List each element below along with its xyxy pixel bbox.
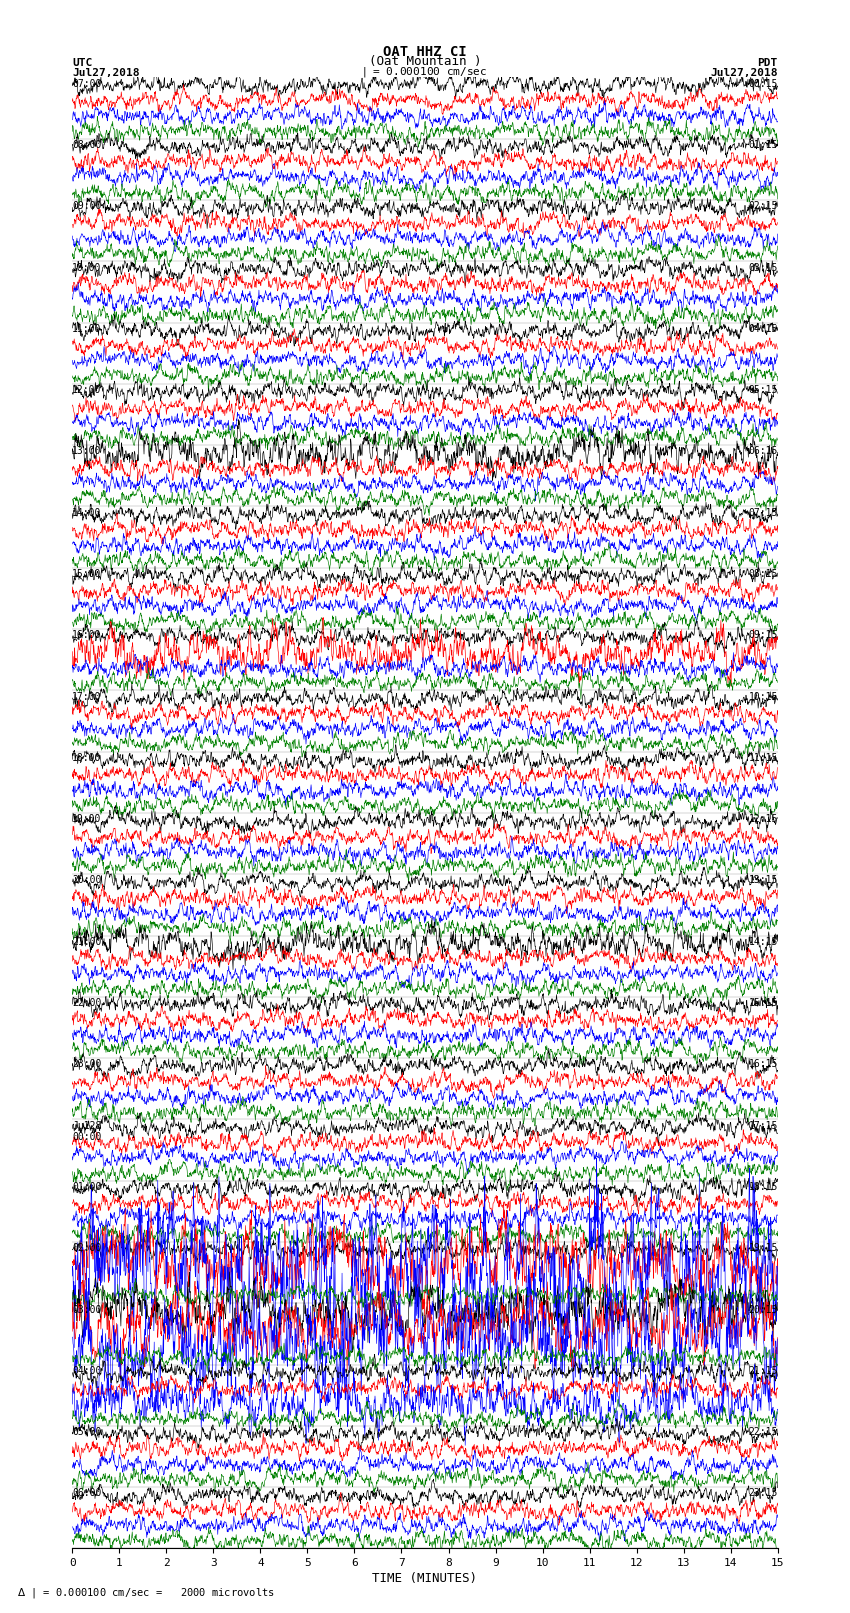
Text: 04:00: 04:00 [72, 1366, 102, 1376]
Text: 13:00: 13:00 [72, 447, 102, 456]
Text: 05:00: 05:00 [72, 1428, 102, 1437]
Text: 09:15: 09:15 [748, 631, 778, 640]
Text: 11:15: 11:15 [748, 753, 778, 763]
Text: 10:15: 10:15 [748, 692, 778, 702]
Text: 05:15: 05:15 [748, 386, 778, 395]
Text: 13:15: 13:15 [748, 876, 778, 886]
Text: Ju128
00:00: Ju128 00:00 [72, 1121, 102, 1142]
Text: 03:00: 03:00 [72, 1305, 102, 1315]
Text: 18:15: 18:15 [748, 1182, 778, 1192]
Text: 11:00: 11:00 [72, 324, 102, 334]
Text: 12:00: 12:00 [72, 386, 102, 395]
Text: 16:15: 16:15 [748, 1060, 778, 1069]
Text: UTC: UTC [72, 58, 93, 68]
Text: 19:15: 19:15 [748, 1244, 778, 1253]
Text: 15:00: 15:00 [72, 569, 102, 579]
Text: 07:00: 07:00 [72, 79, 102, 89]
X-axis label: TIME (MINUTES): TIME (MINUTES) [372, 1573, 478, 1586]
Text: PDT: PDT [757, 58, 778, 68]
Text: 14:15: 14:15 [748, 937, 778, 947]
Text: 03:15: 03:15 [748, 263, 778, 273]
Text: 20:00: 20:00 [72, 876, 102, 886]
Text: 21:15: 21:15 [748, 1366, 778, 1376]
Text: $|$ = 0.000100 cm/sec: $|$ = 0.000100 cm/sec [362, 65, 488, 79]
Text: 17:15: 17:15 [748, 1121, 778, 1131]
Text: 04:15: 04:15 [748, 324, 778, 334]
Text: Jul27,2018: Jul27,2018 [711, 68, 778, 77]
Text: 01:15: 01:15 [748, 140, 778, 150]
Text: 16:00: 16:00 [72, 631, 102, 640]
Text: 02:15: 02:15 [748, 202, 778, 211]
Text: 17:00: 17:00 [72, 692, 102, 702]
Text: 08:15: 08:15 [748, 569, 778, 579]
Text: 21:00: 21:00 [72, 937, 102, 947]
Text: 15:15: 15:15 [748, 998, 778, 1008]
Text: 18:00: 18:00 [72, 753, 102, 763]
Text: 14:00: 14:00 [72, 508, 102, 518]
Text: 02:00: 02:00 [72, 1244, 102, 1253]
Text: 08:00: 08:00 [72, 140, 102, 150]
Text: 22:00: 22:00 [72, 998, 102, 1008]
Text: 19:00: 19:00 [72, 815, 102, 824]
Text: 22:15: 22:15 [748, 1428, 778, 1437]
Text: Jul27,2018: Jul27,2018 [72, 68, 139, 77]
Text: 23:00: 23:00 [72, 1060, 102, 1069]
Text: 10:00: 10:00 [72, 263, 102, 273]
Text: 01:00: 01:00 [72, 1182, 102, 1192]
Text: 07:15: 07:15 [748, 508, 778, 518]
Text: 06:00: 06:00 [72, 1489, 102, 1498]
Text: OAT HHZ CI: OAT HHZ CI [383, 45, 467, 60]
Text: 06:15: 06:15 [748, 447, 778, 456]
Text: 09:00: 09:00 [72, 202, 102, 211]
Text: 23:15: 23:15 [748, 1489, 778, 1498]
Text: 00:15: 00:15 [748, 79, 778, 89]
Text: 12:15: 12:15 [748, 815, 778, 824]
Text: 20:15: 20:15 [748, 1305, 778, 1315]
Text: (Oat Mountain ): (Oat Mountain ) [369, 55, 481, 68]
Text: $\Delta$ | = 0.000100 cm/sec =   2000 microvolts: $\Delta$ | = 0.000100 cm/sec = 2000 micr… [17, 1586, 275, 1600]
